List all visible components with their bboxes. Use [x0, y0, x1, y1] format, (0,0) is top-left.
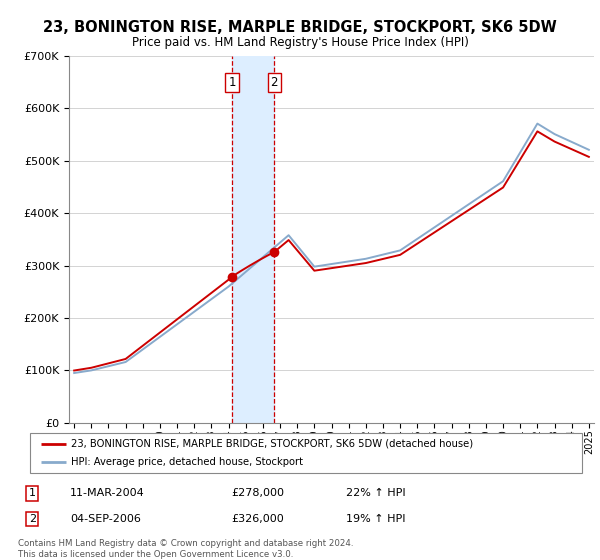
Bar [232, 56, 274, 423]
Text: 2: 2 [271, 76, 278, 89]
Text: 1: 1 [228, 76, 236, 89]
Text: Price paid vs. HM Land Registry's House Price Index (HPI): Price paid vs. HM Land Registry's House … [131, 36, 469, 49]
Text: 23, BONINGTON RISE, MARPLE BRIDGE, STOCKPORT, SK6 5DW: 23, BONINGTON RISE, MARPLE BRIDGE, STOCK… [43, 20, 557, 35]
Text: 22% ↑ HPI: 22% ↑ HPI [346, 488, 406, 498]
Text: 2: 2 [29, 514, 36, 524]
Text: £278,000: £278,000 [231, 488, 284, 498]
FancyBboxPatch shape [30, 433, 582, 473]
Text: 19% ↑ HPI: 19% ↑ HPI [346, 514, 406, 524]
Text: 11-MAR-2004: 11-MAR-2004 [70, 488, 145, 498]
Text: 23, BONINGTON RISE, MARPLE BRIDGE, STOCKPORT, SK6 5DW (detached house): 23, BONINGTON RISE, MARPLE BRIDGE, STOCK… [71, 439, 473, 449]
Text: HPI: Average price, detached house, Stockport: HPI: Average price, detached house, Stoc… [71, 458, 304, 467]
Text: £326,000: £326,000 [231, 514, 284, 524]
Text: 1: 1 [29, 488, 36, 498]
Text: 04-SEP-2006: 04-SEP-2006 [70, 514, 141, 524]
Text: Contains HM Land Registry data © Crown copyright and database right 2024.
This d: Contains HM Land Registry data © Crown c… [18, 539, 353, 559]
